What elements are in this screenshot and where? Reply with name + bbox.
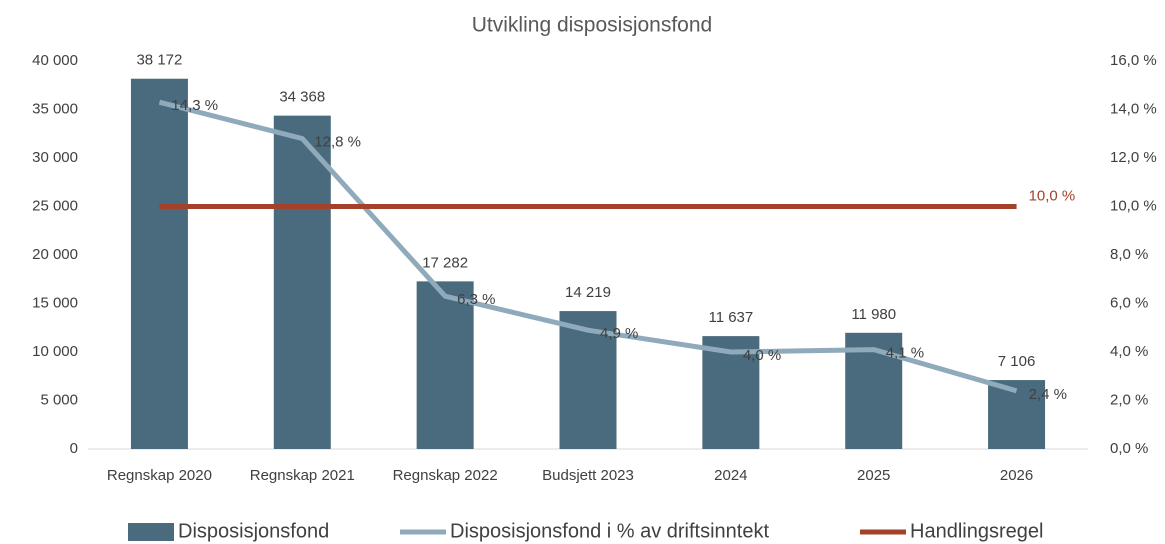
y-tick-label: 5 000 bbox=[40, 391, 78, 408]
bar bbox=[988, 380, 1046, 449]
bar-label: 11 980 bbox=[851, 306, 896, 323]
bar-label: 38 172 bbox=[136, 52, 182, 69]
bar-label: 11 637 bbox=[708, 309, 753, 326]
y2-tick-label: 0,0 % bbox=[1110, 440, 1148, 457]
line-label: 4,0 % bbox=[743, 347, 781, 364]
x-tick-label: Regnskap 2021 bbox=[250, 467, 355, 484]
y2-tick-label: 6,0 % bbox=[1110, 294, 1148, 311]
y-tick-label: 10 000 bbox=[32, 343, 78, 360]
y2-tick-label: 16,0 % bbox=[1110, 52, 1157, 69]
x-tick-label: 2025 bbox=[857, 467, 890, 484]
legend-label: Disposisjonsfond bbox=[178, 520, 329, 542]
bar bbox=[130, 78, 188, 449]
x-tick-label: Regnskap 2022 bbox=[393, 467, 498, 484]
legend-label: Disposisjonsfond i % av driftsinntekt bbox=[450, 520, 769, 542]
bar-label: 7 106 bbox=[998, 353, 1036, 370]
bar bbox=[273, 115, 331, 449]
y-tick-label: 0 bbox=[70, 440, 78, 457]
line-label: 14,3 % bbox=[171, 97, 218, 114]
bar-label: 17 282 bbox=[422, 254, 468, 271]
line-label: 4,1 % bbox=[886, 345, 924, 362]
bar-label: 14 219 bbox=[565, 284, 611, 301]
y-tick-label: 15 000 bbox=[32, 294, 78, 311]
y2-tick-label: 10,0 % bbox=[1110, 197, 1157, 214]
line-label: 4,9 % bbox=[600, 325, 638, 342]
line-label: 2,4 % bbox=[1029, 386, 1067, 403]
y-tick-label: 25 000 bbox=[32, 197, 78, 214]
chart-title: Utvikling disposisjonsfond bbox=[472, 14, 712, 37]
y-tick-label: 40 000 bbox=[32, 52, 78, 69]
line-label: 10,0 % bbox=[1029, 187, 1076, 204]
y2-tick-label: 8,0 % bbox=[1110, 246, 1148, 263]
legend-swatch bbox=[128, 523, 174, 541]
bar bbox=[702, 336, 760, 449]
line-label: 6,3 % bbox=[457, 291, 495, 308]
bar bbox=[416, 281, 474, 449]
legend-label: Handlingsregel bbox=[910, 520, 1043, 542]
line-label: 12,8 % bbox=[314, 134, 361, 151]
y-tick-label: 30 000 bbox=[32, 149, 78, 166]
y2-tick-label: 12,0 % bbox=[1110, 149, 1157, 166]
line bbox=[158, 99, 1018, 394]
y2-tick-label: 14,0 % bbox=[1110, 100, 1157, 117]
x-tick-label: Budsjett 2023 bbox=[542, 467, 634, 484]
x-tick-label: Regnskap 2020 bbox=[107, 467, 212, 484]
bar-label: 34 368 bbox=[279, 89, 325, 106]
y2-tick-label: 2,0 % bbox=[1110, 391, 1148, 408]
y-tick-label: 35 000 bbox=[32, 100, 78, 117]
x-tick-label: 2026 bbox=[1000, 467, 1033, 484]
y2-tick-label: 4,0 % bbox=[1110, 343, 1148, 360]
y-tick-label: 20 000 bbox=[32, 246, 78, 263]
x-tick-label: 2024 bbox=[714, 467, 747, 484]
